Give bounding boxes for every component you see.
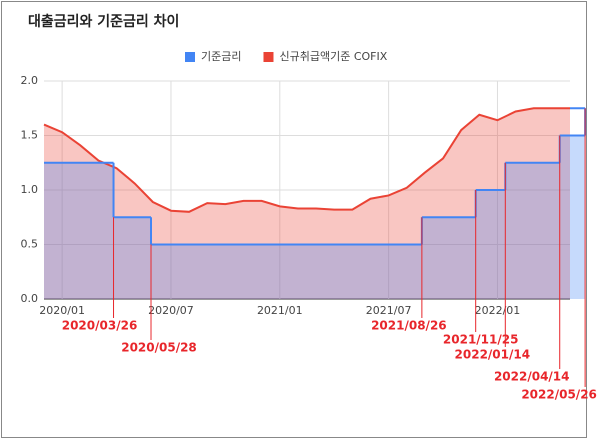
annotation-label: 2022/04/14 (494, 370, 570, 384)
legend-label: 기준금리 (201, 50, 241, 63)
x-tick-label: 2021/01 (257, 304, 303, 317)
y-tick-label: 1.5 (21, 129, 39, 142)
step-area (559, 135, 586, 299)
annotation-label: 2022/01/14 (455, 348, 531, 362)
y-tick-label: 1.0 (21, 183, 39, 196)
annotation-label: 2020/03/26 (62, 319, 138, 333)
annotation-label: 2022/05/26 (521, 388, 597, 402)
x-tick-label: 2021/07 (366, 304, 412, 317)
step-area (475, 190, 506, 299)
x-tick-label: 2020/01 (39, 304, 85, 317)
chart-title: 대출금리와 기준금리 차이 (28, 13, 179, 30)
area (44, 108, 570, 299)
annotation-label: 2021/08/26 (371, 319, 447, 333)
y-tick-label: 2.0 (21, 74, 39, 87)
y-tick-label: 0.5 (21, 238, 39, 251)
step-area (113, 217, 152, 299)
annotation-label: 2020/05/28 (121, 341, 197, 355)
step-area (421, 217, 476, 299)
annotation-label: 2021/11/25 (443, 333, 519, 347)
legend-swatch (263, 52, 274, 62)
x-tick-label: 2022/01 (475, 304, 521, 317)
step-area (505, 162, 560, 299)
frame (1, 1, 587, 438)
line (43, 107, 570, 213)
step-area (151, 244, 422, 299)
x-tick-label: 2020/07 (148, 304, 194, 317)
legend-label: 신규취급액기준 COFIX (279, 50, 387, 63)
step-area (44, 162, 114, 299)
legend-swatch (185, 52, 195, 62)
y-tick-label: 0.0 (21, 292, 39, 305)
